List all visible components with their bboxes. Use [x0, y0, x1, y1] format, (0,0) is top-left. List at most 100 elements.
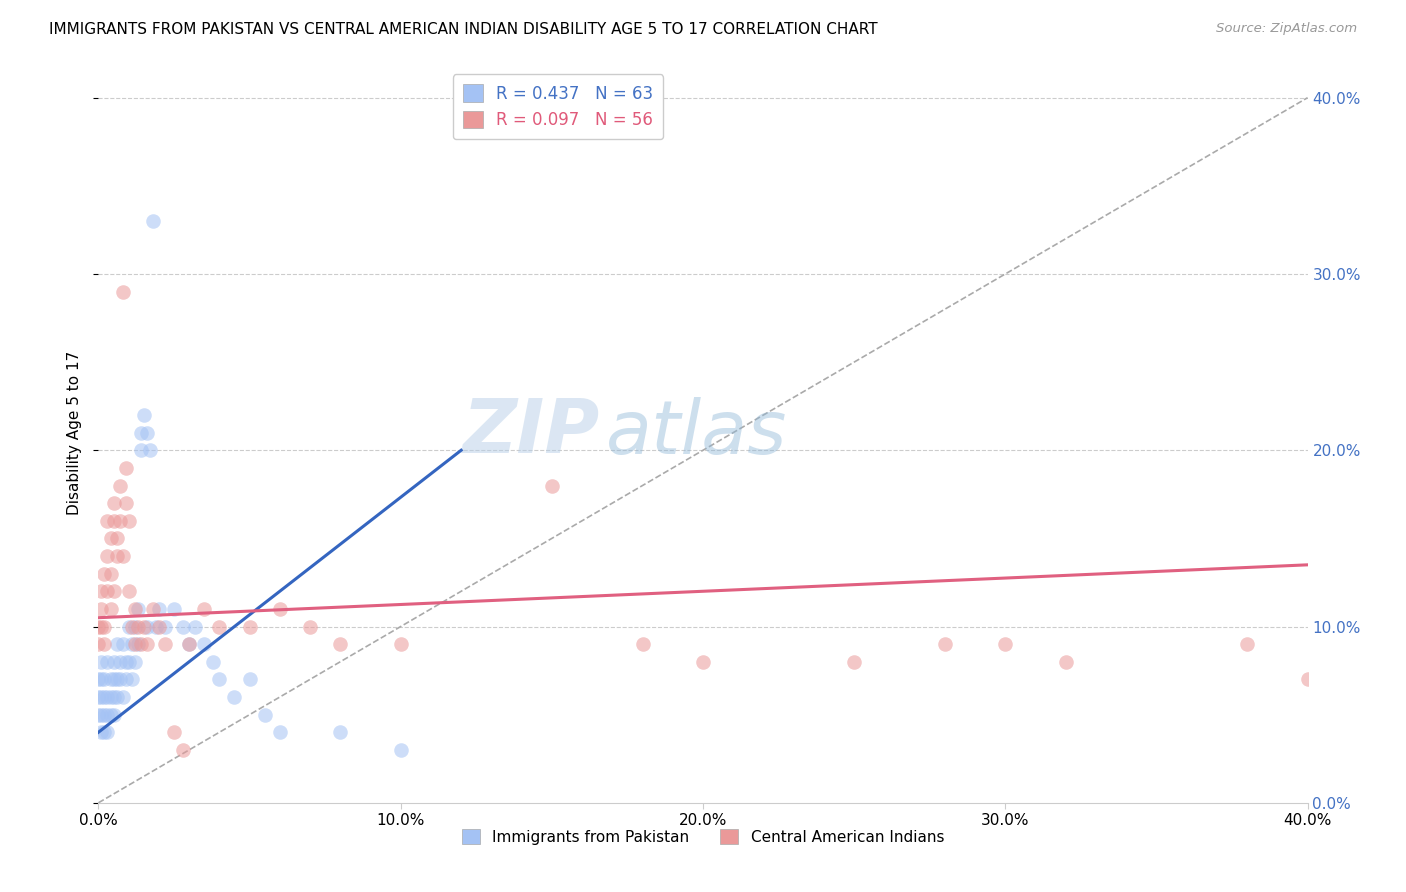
Text: Source: ZipAtlas.com: Source: ZipAtlas.com [1216, 22, 1357, 36]
Point [105, 549, 128, 563]
Point [844, 655, 866, 669]
Point [103, 514, 125, 528]
Point [153, 619, 176, 633]
Point [96, 725, 118, 739]
Point [111, 285, 134, 299]
Point [105, 637, 128, 651]
Point [103, 584, 125, 599]
Y-axis label: Disability Age 5 to 17: Disability Age 5 to 17 [67, 351, 83, 515]
Point [100, 707, 122, 722]
Point [93, 707, 115, 722]
Point [193, 637, 215, 651]
Point [103, 655, 125, 669]
Point [87, 707, 110, 722]
Point [224, 690, 246, 704]
Point [208, 673, 231, 687]
Point [96, 584, 118, 599]
Point [118, 584, 141, 599]
Point [105, 690, 128, 704]
Point [142, 214, 165, 228]
Point [87, 637, 110, 651]
Point [114, 655, 136, 669]
Point [100, 673, 122, 687]
Point [90, 707, 112, 722]
Point [96, 549, 118, 563]
Point [153, 637, 176, 651]
Point [103, 707, 125, 722]
Point [90, 602, 112, 616]
Point [239, 619, 262, 633]
Point [90, 619, 112, 633]
Point [172, 743, 194, 757]
Text: ZIP: ZIP [463, 396, 600, 469]
Point [692, 655, 714, 669]
Point [1296, 673, 1319, 687]
Point [631, 637, 654, 651]
Point [90, 584, 112, 599]
Point [124, 619, 146, 633]
Point [124, 637, 146, 651]
Text: atlas: atlas [606, 397, 787, 468]
Point [108, 655, 131, 669]
Point [142, 602, 165, 616]
Point [389, 637, 412, 651]
Point [389, 743, 412, 757]
Point [329, 725, 352, 739]
Point [127, 619, 149, 633]
Point [118, 655, 141, 669]
Point [934, 637, 956, 651]
Legend: Immigrants from Pakistan, Central American Indians: Immigrants from Pakistan, Central Americ… [456, 822, 950, 851]
Point [93, 566, 115, 581]
Point [118, 619, 141, 633]
Point [93, 673, 115, 687]
Point [96, 514, 118, 528]
Point [87, 619, 110, 633]
Point [90, 673, 112, 687]
Point [299, 619, 322, 633]
Point [129, 637, 152, 651]
Point [114, 461, 136, 475]
Point [111, 637, 134, 651]
Point [100, 690, 122, 704]
Point [103, 690, 125, 704]
Point [111, 690, 134, 704]
Point [540, 478, 562, 492]
Point [90, 690, 112, 704]
Point [124, 602, 146, 616]
Point [139, 443, 162, 458]
Point [135, 425, 157, 440]
Point [135, 637, 157, 651]
Point [93, 619, 115, 633]
Point [148, 619, 170, 633]
Point [100, 566, 122, 581]
Point [96, 690, 118, 704]
Point [90, 655, 112, 669]
Point [329, 637, 352, 651]
Point [1054, 655, 1077, 669]
Point [135, 619, 157, 633]
Point [163, 602, 186, 616]
Point [93, 690, 115, 704]
Point [127, 637, 149, 651]
Point [145, 619, 167, 633]
Point [172, 619, 194, 633]
Point [208, 619, 231, 633]
Point [105, 673, 128, 687]
Point [121, 673, 143, 687]
Point [193, 602, 215, 616]
Point [118, 514, 141, 528]
Point [253, 707, 276, 722]
Point [114, 496, 136, 510]
Point [184, 619, 207, 633]
Text: IMMIGRANTS FROM PAKISTAN VS CENTRAL AMERICAN INDIAN DISABILITY AGE 5 TO 17 CORRE: IMMIGRANTS FROM PAKISTAN VS CENTRAL AMER… [49, 22, 877, 37]
Point [132, 619, 155, 633]
Point [114, 673, 136, 687]
Point [96, 707, 118, 722]
Point [90, 725, 112, 739]
Point [93, 725, 115, 739]
Point [100, 602, 122, 616]
Point [87, 690, 110, 704]
Point [87, 673, 110, 687]
Point [179, 637, 201, 651]
Point [1236, 637, 1258, 651]
